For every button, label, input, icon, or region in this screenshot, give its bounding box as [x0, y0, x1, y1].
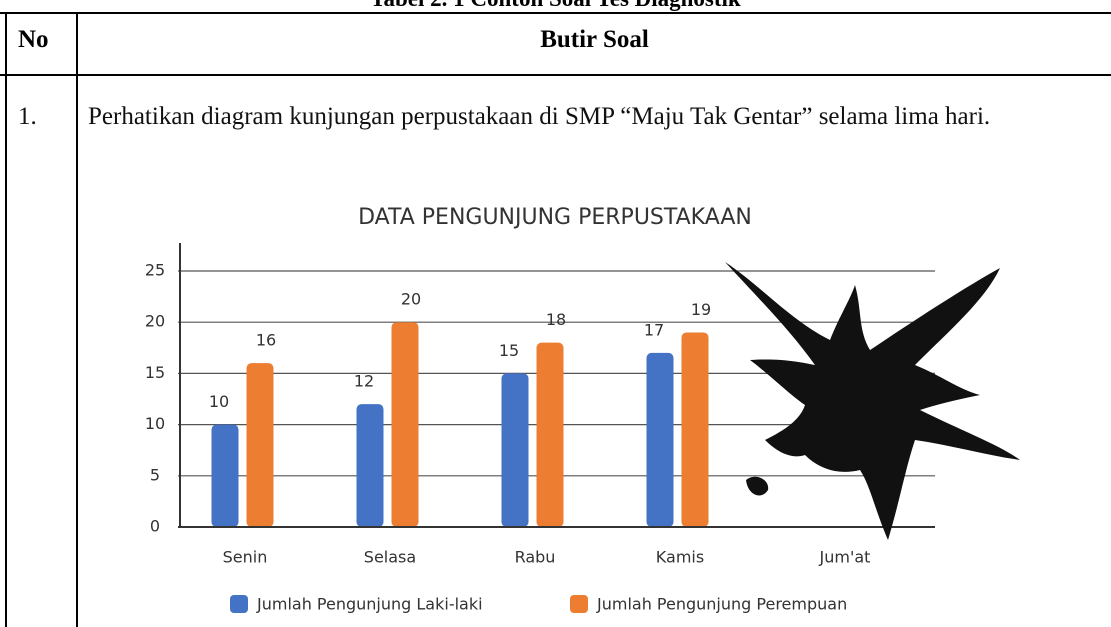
data-label: 16: [256, 331, 276, 350]
bar: [537, 343, 564, 527]
table-border: [5, 12, 7, 627]
y-tick-label: 0: [150, 517, 160, 536]
page: Tabel 2. 1 Contoh Soal Tes Diagnostik No…: [0, 0, 1111, 627]
legend-label: Jumlah Pengunjung Perempuan: [596, 595, 847, 614]
legend-swatch: [230, 595, 248, 613]
bar: [682, 332, 709, 527]
row-number: 1.: [18, 99, 37, 135]
bar: [212, 425, 239, 527]
y-tick-label: 10: [145, 414, 165, 433]
table-caption: Tabel 2. 1 Contoh Soal Tes Diagnostik: [0, 0, 1111, 12]
bar: [647, 353, 674, 527]
y-tick-label: 5: [150, 465, 160, 484]
data-label: 17: [644, 320, 664, 339]
question-text: Perhatikan diagram kunjungan perpustakaa…: [88, 99, 1111, 135]
legend-label: Jumlah Pengunjung Laki-laki: [256, 595, 483, 614]
bar: [502, 373, 529, 527]
chart-title: DATA PENGUNJUNG PERPUSTAKAAN: [358, 205, 752, 230]
data-label: 20: [401, 290, 421, 309]
table-border: [0, 12, 1111, 14]
y-tick-label: 20: [145, 312, 165, 331]
data-label: 19: [691, 300, 711, 319]
bar: [357, 404, 384, 527]
table-border: [0, 74, 1111, 76]
bar: [247, 363, 274, 527]
y-tick-label: 25: [145, 261, 165, 280]
x-tick-label: Kamis: [656, 548, 704, 567]
data-label: 15: [499, 341, 519, 360]
bar: [392, 322, 419, 527]
ink-blot: [725, 262, 1020, 540]
header-cell: Butir Soal: [78, 26, 1111, 54]
x-tick-label: Senin: [223, 548, 268, 567]
data-label: 18: [546, 310, 566, 329]
data-label: 12: [354, 372, 374, 391]
table-border: [76, 12, 78, 627]
data-label: 10: [209, 392, 229, 411]
y-tick-label: 15: [145, 363, 165, 382]
header-cell: No: [18, 26, 49, 54]
chart: DATA PENGUNJUNG PERPUSTAKAAN 0 5 10 15 20 25 S…: [80, 190, 1111, 627]
x-tick-label: Selasa: [364, 548, 416, 567]
x-tick-label: Jum'at: [819, 548, 871, 567]
legend-swatch: [570, 595, 588, 613]
x-tick-label: Rabu: [515, 548, 556, 567]
